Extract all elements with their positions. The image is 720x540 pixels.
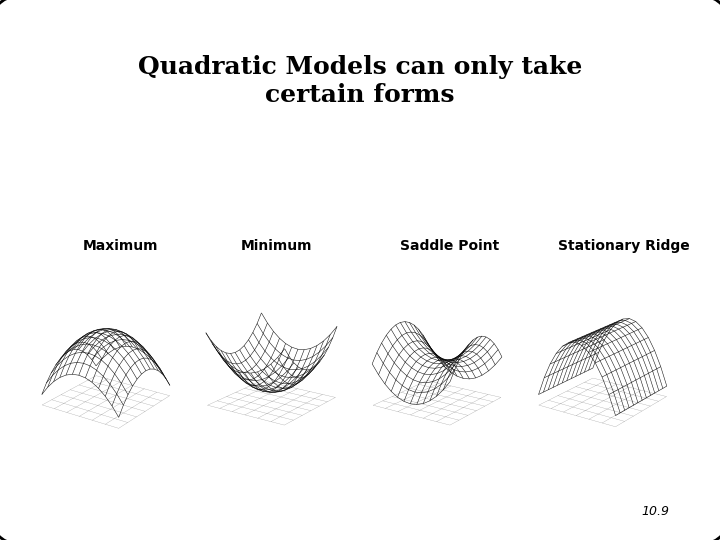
Text: Minimum: Minimum (241, 239, 312, 253)
Text: Quadratic Models can only take
certain forms: Quadratic Models can only take certain f… (138, 55, 582, 107)
Text: 10.9: 10.9 (642, 505, 670, 518)
Text: Stationary Ridge: Stationary Ridge (558, 239, 690, 253)
Text: Maximum: Maximum (83, 239, 158, 253)
Text: Saddle Point: Saddle Point (400, 239, 499, 253)
